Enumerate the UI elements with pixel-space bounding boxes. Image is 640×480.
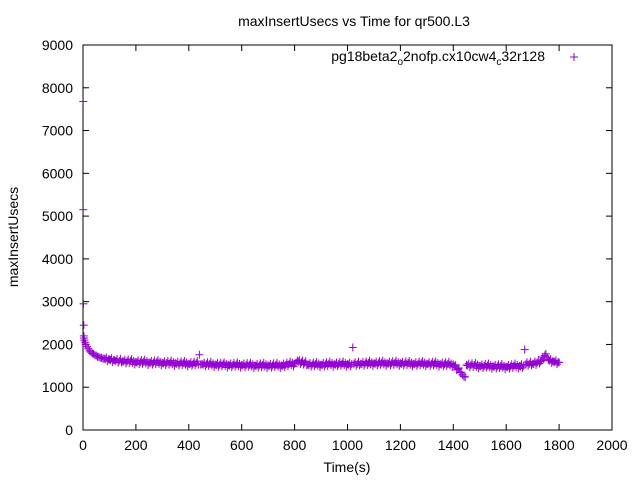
chart-title: maxInsertUsecs vs Time for qr500.L3 — [238, 13, 470, 29]
data-point — [80, 336, 89, 345]
data-point — [296, 359, 305, 368]
data-point — [520, 345, 529, 354]
data-point — [231, 362, 240, 371]
y-tick-label: 7000 — [42, 123, 73, 139]
legend: pg18beta2o2nofp.cx10cw4c32r128 — [331, 48, 578, 68]
y-tick-label: 0 — [65, 422, 73, 438]
legend-plus-icon — [570, 53, 578, 61]
data-point — [416, 361, 425, 370]
data-point — [79, 299, 88, 308]
data-point — [192, 359, 201, 368]
data-point — [551, 356, 560, 365]
data-point — [81, 340, 90, 349]
data-point — [555, 358, 564, 367]
y-tick-label: 8000 — [42, 80, 73, 96]
data-point — [459, 372, 468, 381]
data-point — [461, 373, 470, 382]
data-point — [257, 362, 266, 371]
data-point — [267, 363, 276, 372]
data-point — [185, 360, 194, 369]
data-point — [195, 350, 204, 359]
data-point — [518, 363, 527, 372]
data-point — [254, 363, 263, 372]
x-tick-label: 2000 — [596, 437, 627, 453]
data-point — [310, 362, 319, 371]
y-axis: 0 1000 2000 3000 4000 5000 6000 7000 8000 9000 — [42, 37, 612, 438]
data-point — [386, 361, 395, 370]
x-tick-label: 800 — [283, 437, 307, 453]
data-point — [103, 357, 112, 366]
data-point — [323, 361, 332, 370]
data-point — [307, 362, 316, 371]
data-point — [191, 361, 200, 370]
series-points — [79, 97, 564, 382]
legend-label: pg18beta2o2nofp.cx10cw4c32r128 — [331, 48, 545, 68]
x-tick-label: 200 — [124, 437, 148, 453]
data-point — [454, 363, 463, 372]
x-tick-label: 0 — [79, 437, 87, 453]
y-tick-label: 3000 — [42, 294, 73, 310]
data-point — [547, 358, 556, 367]
data-point — [352, 361, 361, 370]
data-point — [539, 354, 548, 363]
data-point — [363, 361, 372, 370]
data-point — [412, 361, 421, 370]
data-point — [376, 360, 385, 369]
data-point — [186, 358, 195, 367]
x-tick-label: 400 — [177, 437, 201, 453]
x-tick-label: 1400 — [438, 437, 469, 453]
y-tick-label: 5000 — [42, 208, 73, 224]
data-point — [360, 361, 369, 370]
data-point — [541, 349, 550, 358]
data-point — [82, 342, 91, 351]
data-point — [187, 361, 196, 370]
y-axis-label: maxInsertUsecs — [5, 187, 21, 287]
x-tick-label: 1600 — [491, 437, 522, 453]
data-point — [102, 353, 111, 362]
data-point — [348, 343, 357, 352]
y-tick-label: 1000 — [42, 379, 73, 395]
data-point — [505, 364, 514, 373]
y-tick-label: 2000 — [42, 336, 73, 352]
data-point — [79, 205, 88, 214]
data-point — [537, 356, 546, 365]
data-point — [81, 338, 90, 347]
legend-marker — [570, 53, 578, 61]
data-point — [389, 360, 398, 369]
data-point — [333, 362, 342, 371]
data-point — [270, 362, 279, 371]
y-tick-label: 4000 — [42, 251, 73, 267]
data-point — [79, 321, 88, 330]
y-tick-label: 6000 — [42, 165, 73, 181]
x-tick-label: 600 — [230, 437, 254, 453]
data-point — [552, 360, 561, 369]
y-tick-label: 9000 — [42, 37, 73, 53]
data-point — [193, 357, 202, 366]
x-tick-label: 1000 — [332, 437, 363, 453]
data-point — [107, 354, 116, 363]
data-point — [516, 362, 525, 371]
data-point — [108, 357, 117, 366]
x-tick-label: 1200 — [385, 437, 416, 453]
data-point — [373, 361, 382, 370]
data-point — [524, 361, 533, 370]
data-point — [336, 361, 345, 370]
data-point — [301, 357, 310, 366]
data-point — [189, 359, 198, 368]
x-axis: 0 200 400 600 800 1000 1200 1400 1600 1800 2000 — [79, 45, 628, 453]
data-point — [320, 362, 329, 371]
data-point — [508, 363, 517, 372]
data-point — [79, 97, 88, 106]
data-point — [227, 363, 236, 372]
data-point — [190, 357, 199, 366]
x-axis-label: Time(s) — [324, 459, 371, 475]
plot-border — [82, 44, 613, 431]
x-tick-label: 1800 — [544, 437, 575, 453]
